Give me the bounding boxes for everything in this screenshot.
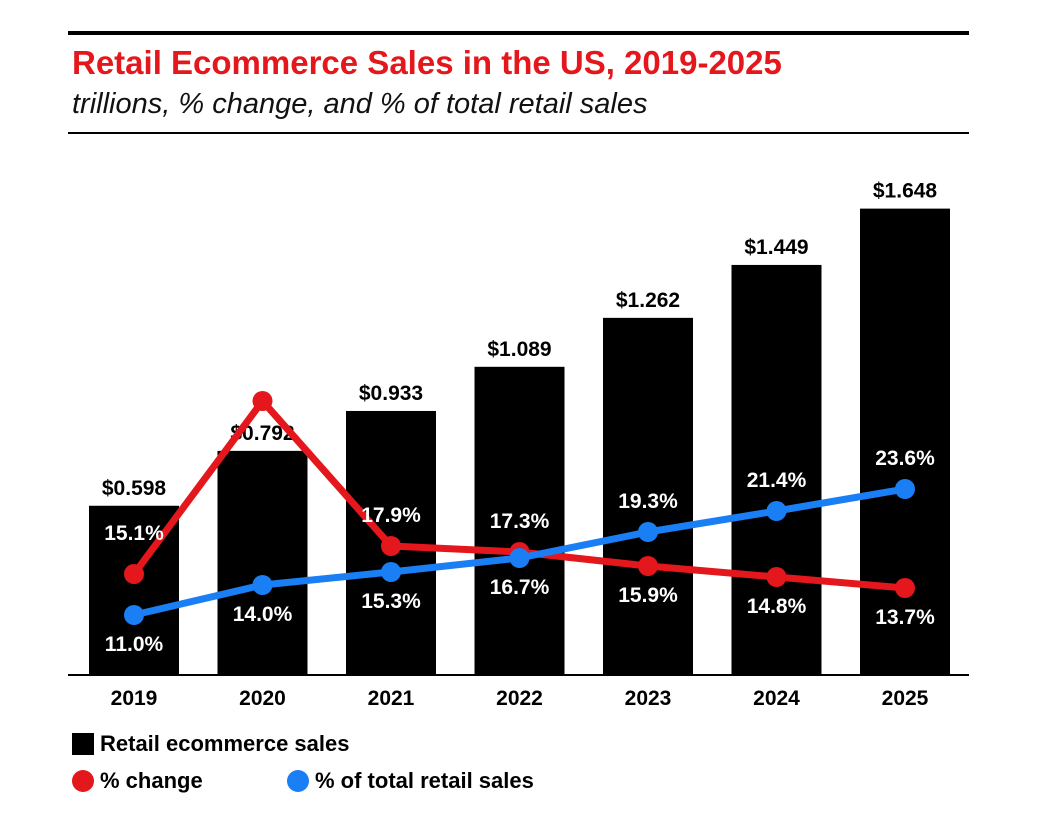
- pct-change-point-2023: [638, 556, 658, 576]
- bar-value-label-2021: $0.933: [359, 382, 423, 405]
- x-tick-label-2022: 2022: [496, 687, 543, 710]
- legend-label-pct-change: % change: [100, 768, 203, 793]
- pct-total-label-2019: 11.0%: [105, 633, 164, 656]
- chart-subtitle: trillions, % change, and % of total reta…: [72, 88, 648, 120]
- pct-change-label-2023: 15.9%: [618, 584, 678, 607]
- pct-change-point-2019: [124, 564, 144, 584]
- pct-change-label-2024: 14.8%: [747, 595, 807, 618]
- pct-total-point-2019: [124, 605, 144, 625]
- bar-2024: [731, 264, 822, 675]
- pct-total-label-2025: 23.6%: [875, 447, 935, 470]
- pct-change-label-2021: 17.9%: [361, 504, 421, 527]
- bar-value-label-2022: $1.089: [487, 338, 551, 361]
- pct-total-label-2024: 21.4%: [747, 469, 807, 492]
- pct-total-point-2021: [381, 562, 401, 582]
- pct-total-point-2022: [509, 548, 530, 568]
- legend-swatch-blue-dot: [287, 770, 309, 792]
- legend-label-bars: Retail ecommerce sales: [100, 731, 350, 756]
- pct-change-point-2024: [766, 567, 787, 587]
- x-tick-label-2023: 2023: [625, 687, 672, 710]
- bar-value-label-2023: $1.262: [616, 289, 680, 312]
- legend-label-pct-total: % of total retail sales: [315, 768, 534, 793]
- pct-total-label-2021: 15.3%: [361, 590, 421, 613]
- x-tick-label-2019: 2019: [111, 687, 158, 710]
- pct-change-label-2020: 32.4%: [233, 366, 293, 389]
- pct-change-label-2025: 13.7%: [875, 606, 935, 629]
- header-rule: [68, 132, 969, 134]
- pct-total-point-2025: [895, 479, 915, 499]
- bar-2023: [603, 317, 693, 675]
- x-tick-label-2021: 2021: [368, 687, 415, 710]
- legend-swatch-red-dot: [72, 770, 94, 792]
- pct-change-label-2019: 15.1%: [104, 522, 164, 545]
- pct-total-point-2020: [252, 575, 273, 595]
- bar-value-label-2025: $1.648: [873, 180, 938, 203]
- pct-change-point-2025: [895, 578, 915, 598]
- top-rule: [68, 31, 969, 35]
- bar-value-label-2019: $0.598: [102, 477, 167, 500]
- pct-change-point-2021: [381, 536, 401, 556]
- pct-total-label-2020: 14.0%: [233, 603, 293, 626]
- pct-total-point-2024: [766, 501, 787, 521]
- legend-item-pct-change: % change: [72, 768, 203, 794]
- x-tick-label-2025: 2025: [882, 687, 929, 710]
- pct-change-label-2022: 17.3%: [490, 510, 550, 533]
- legend-item-pct-total: % of total retail sales: [287, 768, 534, 794]
- bar-2020: [217, 450, 308, 675]
- pct-change-point-2020: [252, 391, 273, 411]
- pct-total-label-2022: 16.7%: [490, 576, 550, 599]
- chart-title: Retail Ecommerce Sales in the US, 2019-2…: [72, 44, 782, 81]
- legend-item-bars: Retail ecommerce sales: [72, 731, 350, 757]
- pct-total-point-2023: [638, 522, 658, 542]
- x-tick-label-2020: 2020: [239, 687, 286, 710]
- x-tick-label-2024: 2024: [753, 687, 800, 710]
- bar-2022: [474, 366, 565, 675]
- legend-swatch-square: [72, 733, 94, 755]
- bar-value-label-2024: $1.449: [744, 236, 808, 259]
- pct-total-label-2023: 19.3%: [618, 490, 678, 513]
